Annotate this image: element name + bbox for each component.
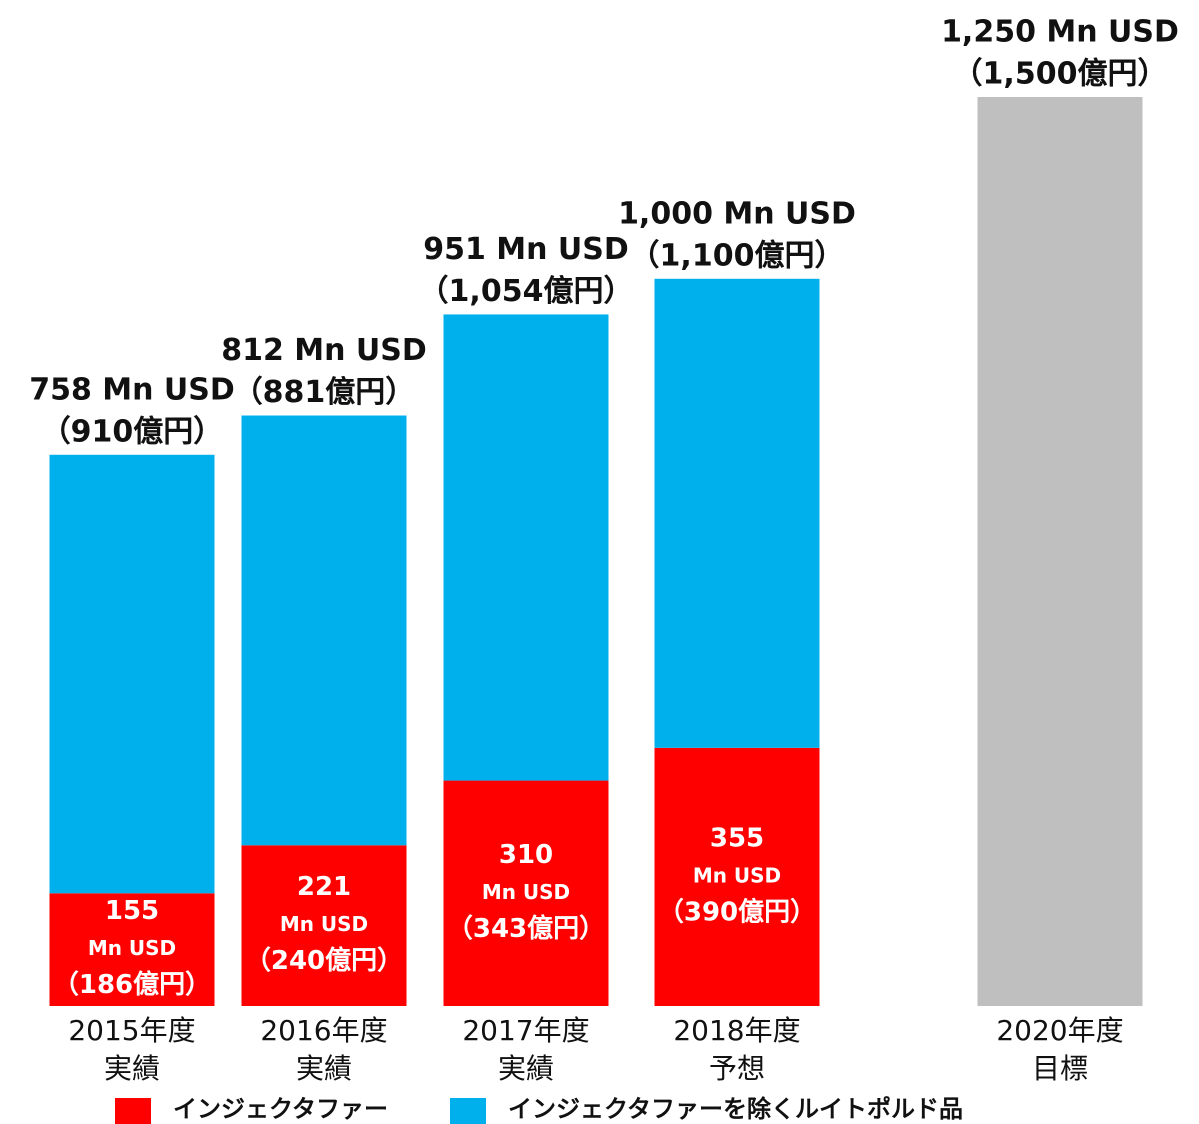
value-label: （240億円） xyxy=(245,946,403,976)
x-tick-label: 2017年度 xyxy=(462,1014,589,1047)
bar-segment xyxy=(977,97,1143,1006)
total-label: 1,000 Mn USD xyxy=(618,196,856,231)
legend-label: インジェクタファー xyxy=(173,1095,388,1123)
total-label: 951 Mn USD xyxy=(423,232,629,267)
bar-segment xyxy=(49,893,215,1006)
bar-segment xyxy=(49,454,215,894)
total-label: （1,500億円） xyxy=(953,57,1168,92)
total-label: （881億円） xyxy=(233,375,416,410)
value-label: （343億円） xyxy=(447,914,605,944)
x-tick-label: 実績 xyxy=(498,1052,554,1085)
x-tick-label: 目標 xyxy=(1032,1052,1088,1085)
legend-swatch xyxy=(115,1098,151,1124)
value-label: （186億円） xyxy=(53,970,211,1000)
value-label: 355 xyxy=(710,823,764,853)
bar-segment xyxy=(654,747,820,1006)
value-label: Mn USD xyxy=(280,912,368,936)
total-label: （910億円） xyxy=(41,414,224,449)
x-tick-label: 2020年度 xyxy=(996,1014,1123,1047)
bar-segment xyxy=(241,415,407,846)
x-tick-label: 予想 xyxy=(709,1052,765,1085)
legend-label: インジェクタファーを除くルイトポルド品 xyxy=(508,1095,963,1123)
total-label: 1,250 Mn USD xyxy=(941,15,1179,50)
bar-segment xyxy=(443,314,609,781)
x-tick-label: 2015年度 xyxy=(68,1014,195,1047)
value-label: 221 xyxy=(297,872,351,902)
total-label: （1,100億円） xyxy=(630,238,845,273)
value-label: Mn USD xyxy=(88,936,176,960)
x-tick-label: 2016年度 xyxy=(260,1014,387,1047)
value-label: 310 xyxy=(499,840,553,870)
bar-segment xyxy=(443,780,609,1006)
x-tick-label: 実績 xyxy=(296,1052,352,1085)
total-label: 758 Mn USD xyxy=(29,372,235,407)
total-label: （1,054億円） xyxy=(419,274,634,309)
value-label: 155 xyxy=(105,896,159,926)
value-label: （390億円） xyxy=(658,897,816,927)
value-label: Mn USD xyxy=(693,863,781,887)
value-label: Mn USD xyxy=(482,880,570,904)
bar-segment xyxy=(241,845,407,1006)
legend-swatch xyxy=(450,1098,486,1124)
x-tick-label: 2018年度 xyxy=(673,1014,800,1047)
x-tick-label: 実績 xyxy=(104,1052,160,1085)
total-label: 812 Mn USD xyxy=(221,333,427,368)
bar-segment xyxy=(654,278,820,748)
